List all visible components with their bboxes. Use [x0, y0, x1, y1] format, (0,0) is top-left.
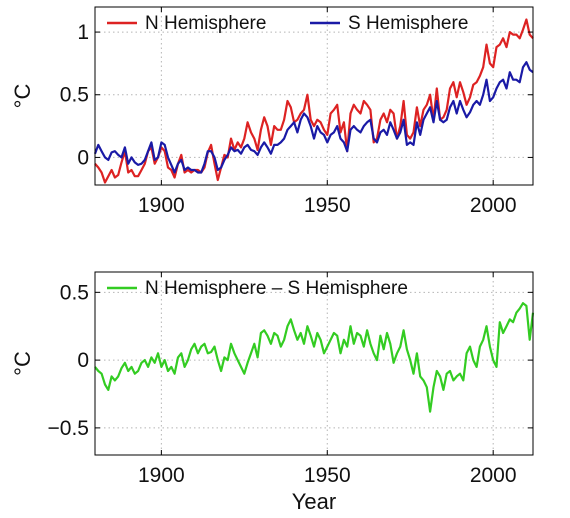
x-axis-label: Year [292, 489, 336, 514]
axes-frame [94, 6, 534, 186]
series-line-0 [94, 18, 534, 184]
chart-hemispheres: 1900 1950 2000 0 0.5 1 °C N Hemisphere S Hemisph… [10, 6, 534, 217]
series-line-0 [94, 302, 535, 413]
y-tick-label: 0.5 [60, 281, 89, 304]
legend-label: S Hemisphere [348, 13, 468, 34]
y-tick-label: 1 [77, 21, 89, 44]
y-axis-label: °C [10, 351, 35, 376]
legend-label: N Hemisphere [145, 13, 266, 34]
y-tick-label: 0 [77, 146, 89, 169]
x-tick-label: 1900 [138, 194, 185, 217]
y-tick-label: 0.5 [60, 84, 89, 107]
x-tick-label: 1900 [138, 464, 185, 487]
legend-label: N Hemisphere – S Hemisphere [145, 278, 408, 299]
x-tick-label: 2000 [470, 194, 517, 217]
x-tick-label: 1950 [304, 194, 351, 217]
x-tick-label: 2000 [470, 464, 517, 487]
y-axis-label: °C [10, 84, 35, 109]
x-tick-label: 1950 [304, 464, 351, 487]
axes-frame [94, 271, 534, 456]
plot-area [95, 272, 533, 455]
y-tick-label: 0 [77, 349, 89, 372]
chart-hemisphere-difference: 1900 1950 2000 −0.5 0 0.5 °C Year N Hemisphere –… [10, 271, 535, 514]
y-tick-label: −0.5 [48, 417, 89, 440]
series-line-1 [93, 61, 534, 174]
